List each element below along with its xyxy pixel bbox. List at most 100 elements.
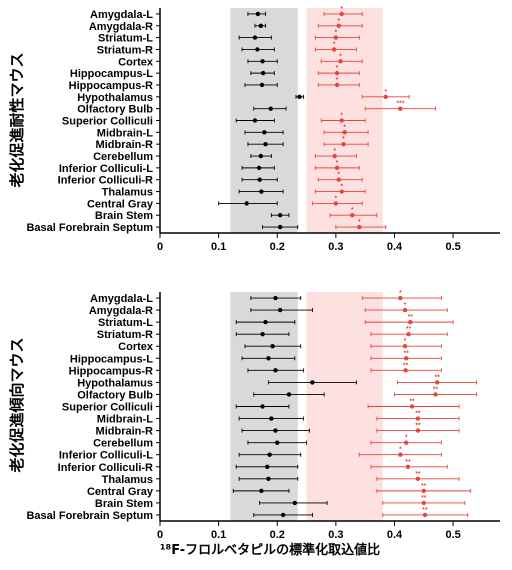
category-label: Midbrain-L <box>97 127 153 139</box>
data-point <box>267 452 272 457</box>
category-label: Striatum-R <box>97 44 153 56</box>
significance-mark: * <box>351 207 354 214</box>
data-point <box>332 153 337 159</box>
data-point <box>259 189 264 194</box>
data-point <box>255 47 260 52</box>
data-point <box>435 380 440 385</box>
category-label: Olfactory Bulb <box>77 104 153 116</box>
panel-resistant: 老化促進耐性マウス Amygdala-LAmygdala-RStriatum-L… <box>8 6 500 253</box>
significance-mark: * <box>404 338 407 345</box>
data-point <box>415 476 421 482</box>
data-point <box>336 177 341 182</box>
significance-mark: * <box>384 89 387 96</box>
data-point <box>252 35 258 40</box>
data-point <box>292 500 298 506</box>
category-label: Midbrain-R <box>96 426 153 438</box>
data-point <box>266 356 271 361</box>
data-point <box>260 70 266 76</box>
data-point <box>263 319 268 325</box>
data-point <box>280 512 286 518</box>
category-label: Brain Stem <box>95 498 153 510</box>
data-point <box>421 488 426 494</box>
significance-mark: * <box>336 65 339 72</box>
data-point <box>398 106 403 111</box>
data-point <box>310 380 315 385</box>
x-axis-title: ¹⁸F-フロルベタピルの標準化取込値比 <box>160 542 380 558</box>
x-tick-label: 0.4 <box>387 241 403 253</box>
data-point <box>402 344 408 349</box>
category-label: Thalamus <box>102 474 153 486</box>
category-label: Basal Forebrain Septum <box>26 510 153 522</box>
significance-mark: *** <box>396 101 404 108</box>
data-point <box>258 153 264 159</box>
x-tick-label: 0.5 <box>445 241 460 253</box>
significance-mark: * <box>336 77 339 84</box>
category-label: Superior Colliculi <box>62 116 153 128</box>
data-point <box>350 213 355 218</box>
panel-prone: 老化促進傾向マウス Amygdala-LAmygdala-RStriatum-L… <box>8 290 500 541</box>
significance-mark: * <box>333 41 336 48</box>
x-tick-label: 0.2 <box>270 529 285 541</box>
data-point <box>268 106 273 111</box>
significance-mark: ** <box>408 314 414 321</box>
data-point <box>408 319 413 325</box>
category-label: Brain Stem <box>95 210 153 222</box>
data-point <box>357 224 362 230</box>
category-label: Striatum-R <box>97 329 153 341</box>
significance-mark: ** <box>415 423 421 430</box>
data-point <box>403 368 408 373</box>
x-tick-label: 0.4 <box>387 529 403 541</box>
significance-mark: * <box>340 184 343 191</box>
category-label: Striatum-L <box>98 317 153 329</box>
category-label: Hypothalamus <box>77 377 153 389</box>
data-point <box>383 94 388 100</box>
data-point <box>402 307 408 313</box>
data-point <box>260 404 265 409</box>
x-tick-label: 0 <box>157 529 163 541</box>
data-point <box>415 428 421 433</box>
data-point <box>262 130 267 135</box>
data-point <box>333 35 339 40</box>
category-label: Midbrain-L <box>97 414 153 426</box>
significance-mark: ** <box>403 350 409 357</box>
data-point <box>275 440 280 445</box>
category-label: Central Gray <box>87 486 154 498</box>
data-point <box>342 130 347 135</box>
category-label: Amygdala-L <box>90 9 153 21</box>
data-point <box>257 177 262 182</box>
significance-mark: ** <box>406 326 412 333</box>
data-point <box>404 440 409 445</box>
significance-mark: * <box>340 6 343 13</box>
data-point <box>339 11 344 17</box>
category-label: Cerebellum <box>93 438 153 450</box>
category-label: Cerebellum <box>93 151 153 163</box>
significance-mark: * <box>399 447 402 454</box>
data-point <box>277 213 283 218</box>
category-label: Inferior Colliculi-L <box>59 163 153 175</box>
data-point <box>406 331 411 337</box>
data-point <box>286 392 292 397</box>
significance-mark: ** <box>415 471 421 478</box>
data-point <box>334 82 340 88</box>
category-label: Hippocampus-L <box>70 353 153 365</box>
category-label: Cortex <box>118 56 154 68</box>
x-tick-label: 0.3 <box>328 529 343 541</box>
significance-mark: * <box>399 290 402 297</box>
data-point <box>405 464 411 469</box>
significance-mark: ** <box>415 411 421 418</box>
significance-mark: * <box>337 172 340 179</box>
data-point <box>409 404 415 409</box>
data-point <box>259 82 265 88</box>
significance-mark: ** <box>421 495 427 502</box>
significance-mark: * <box>358 219 361 226</box>
data-point <box>339 189 344 194</box>
category-label: Thalamus <box>102 187 153 199</box>
data-point <box>273 428 278 433</box>
data-point <box>277 224 283 230</box>
y-axis-title: 老化促進耐性マウス <box>8 52 26 188</box>
significance-mark: * <box>334 30 337 37</box>
category-label: Cortex <box>118 341 154 353</box>
significance-mark: * <box>405 435 408 442</box>
data-point <box>277 307 283 313</box>
